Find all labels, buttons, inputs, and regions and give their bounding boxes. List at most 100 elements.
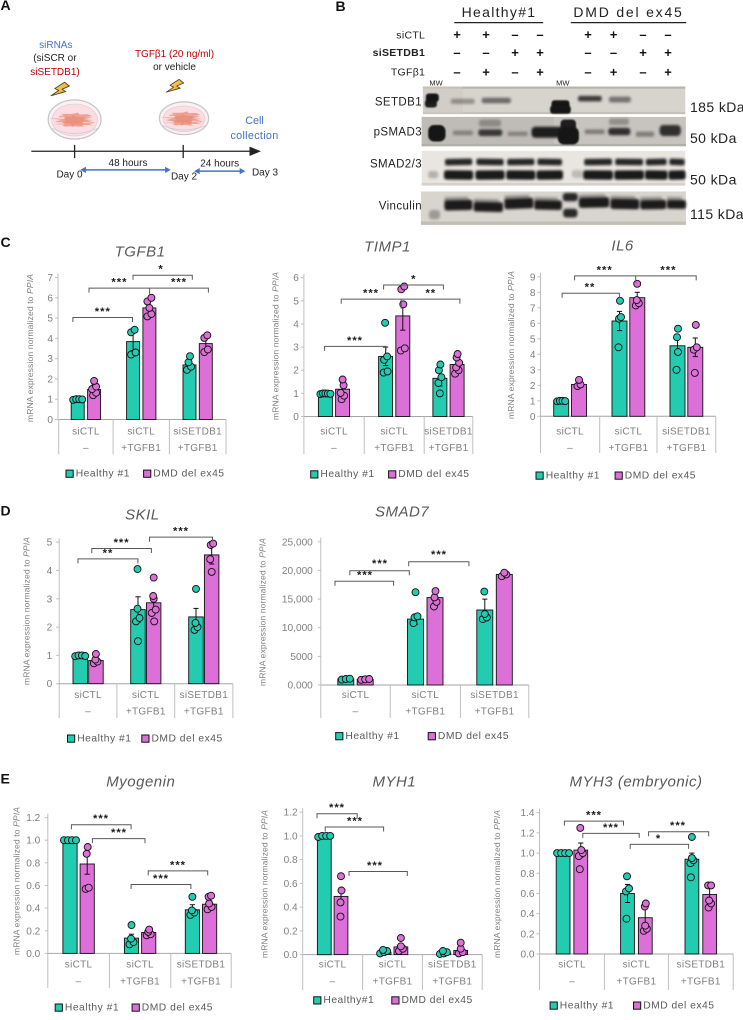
- svg-text:siCTL: siCTL: [126, 960, 154, 971]
- svg-text:2: 2: [530, 381, 536, 392]
- svg-text:siCTL: siCTL: [127, 427, 155, 438]
- svg-text:+TGFB1: +TGFB1: [126, 707, 166, 718]
- svg-text:DMD del ex45: DMD del ex45: [153, 469, 224, 480]
- svg-text:*: *: [411, 273, 416, 285]
- svg-text:Healthy #1: Healthy #1: [546, 470, 600, 481]
- svg-text:D: D: [1, 503, 11, 519]
- svg-text:+TGFB1: +TGFB1: [178, 443, 218, 454]
- svg-text:TGFB1: TGFB1: [115, 244, 166, 261]
- svg-text:Healthy #1: Healthy #1: [76, 469, 130, 480]
- svg-text:0.8: 0.8: [26, 858, 40, 869]
- svg-text:0.4: 0.4: [520, 909, 534, 920]
- svg-text:siSETDB1: siSETDB1: [373, 47, 426, 59]
- svg-text:siSETDB1: siSETDB1: [424, 427, 473, 438]
- svg-text:–: –: [584, 65, 591, 80]
- svg-text:***: ***: [95, 306, 111, 318]
- svg-text:–: –: [536, 27, 543, 42]
- svg-text:Day 2: Day 2: [171, 172, 198, 183]
- svg-text:1: 1: [47, 651, 53, 662]
- svg-text:+TGFB1: +TGFB1: [666, 443, 706, 454]
- svg-text:***: ***: [170, 859, 186, 871]
- svg-text:5: 5: [530, 334, 536, 345]
- svg-text:–: –: [453, 65, 460, 80]
- svg-text:50 kDa: 50 kDa: [690, 130, 737, 146]
- svg-text:1.0: 1.0: [284, 831, 298, 842]
- svg-text:+: +: [536, 65, 544, 80]
- svg-text:1.0: 1.0: [26, 836, 40, 847]
- svg-text:0.6: 0.6: [26, 881, 40, 892]
- svg-text:–: –: [482, 45, 489, 60]
- svg-text:TIMP1: TIMP1: [364, 239, 411, 256]
- svg-text:siCTL: siCTL: [411, 690, 439, 701]
- svg-text:A: A: [1, 0, 11, 13]
- svg-text:+TGFB1: +TGFB1: [432, 977, 472, 988]
- svg-text:+: +: [511, 45, 519, 60]
- svg-text:+TGFB1: +TGFB1: [374, 443, 414, 454]
- svg-text:***: ***: [660, 264, 676, 276]
- svg-text:siSETDB1: siSETDB1: [177, 960, 226, 971]
- svg-text:mRNA expression normalized to: mRNA expression normalized to PPIA: [260, 810, 270, 958]
- svg-text:siCTL: siCTL: [379, 960, 407, 971]
- svg-text:mRNA expression normalized to: mRNA expression normalized to PPIA: [271, 272, 281, 420]
- svg-text:1: 1: [530, 396, 536, 407]
- svg-text:–: –: [453, 45, 460, 60]
- svg-text:6: 6: [47, 293, 53, 304]
- svg-text:Vinculin: Vinculin: [379, 201, 422, 213]
- svg-text:Healthy #1: Healthy #1: [65, 1002, 119, 1013]
- svg-text:185 kDa: 185 kDa: [690, 99, 743, 115]
- svg-text:0.8: 0.8: [520, 869, 534, 880]
- svg-text:50 kDa: 50 kDa: [690, 172, 737, 188]
- svg-text:(siSCR or: (siSCR or: [33, 53, 77, 64]
- svg-text:**: **: [103, 547, 114, 559]
- svg-text:***: ***: [347, 335, 363, 347]
- svg-text:+TGFB1: +TGFB1: [475, 707, 515, 718]
- svg-text:0.6: 0.6: [284, 879, 298, 890]
- svg-text:Healthy #1: Healthy #1: [560, 1000, 614, 1011]
- svg-text:***: ***: [603, 822, 619, 834]
- svg-text:siCTL: siCTL: [396, 30, 425, 42]
- svg-text:siCTL: siCTL: [342, 690, 370, 701]
- svg-text:–: –: [330, 977, 336, 988]
- svg-text:siSETDB1: siSETDB1: [662, 427, 711, 438]
- svg-text:+: +: [453, 27, 461, 42]
- svg-text:5: 5: [293, 296, 299, 307]
- svg-text:4: 4: [530, 350, 536, 361]
- svg-text:0.8: 0.8: [284, 855, 298, 866]
- svg-text:0.4: 0.4: [284, 903, 298, 914]
- svg-text:0.0: 0.0: [26, 949, 40, 960]
- svg-text:4: 4: [293, 320, 299, 331]
- svg-text:5: 5: [47, 314, 53, 325]
- svg-text:+TGFB1: +TGFB1: [405, 707, 445, 718]
- svg-text:MW: MW: [556, 79, 570, 88]
- svg-text:+: +: [482, 27, 490, 42]
- svg-text:B: B: [336, 0, 346, 14]
- svg-text:***: ***: [173, 526, 189, 538]
- svg-text:DMD del ex45: DMD del ex45: [398, 469, 469, 480]
- svg-text:siSETDB1: siSETDB1: [677, 960, 726, 971]
- svg-text:siSETDB1): siSETDB1): [30, 67, 79, 78]
- svg-text:Day 0: Day 0: [56, 170, 83, 181]
- svg-text:0.2: 0.2: [26, 926, 40, 937]
- svg-text:+: +: [584, 27, 592, 42]
- svg-text:2: 2: [47, 374, 53, 385]
- svg-text:***: ***: [171, 277, 187, 289]
- svg-text:7: 7: [530, 303, 536, 314]
- svg-text:+TGFB1: +TGFB1: [120, 977, 160, 988]
- svg-text:5: 5: [47, 538, 53, 549]
- svg-text:0: 0: [530, 412, 536, 423]
- svg-text:9: 9: [530, 272, 536, 283]
- svg-text:DMD del ex45: DMD del ex45: [573, 4, 683, 20]
- svg-text:***: ***: [363, 288, 379, 300]
- svg-text:Healthy #1: Healthy #1: [320, 469, 374, 480]
- svg-text:siCTL: siCTL: [65, 960, 93, 971]
- svg-text:Healthy #1: Healthy #1: [77, 733, 131, 744]
- svg-text:Cell: Cell: [245, 115, 264, 127]
- svg-text:siSETDB1: siSETDB1: [180, 690, 229, 701]
- svg-text:Healthy#1: Healthy#1: [323, 995, 374, 1006]
- svg-text:–: –: [639, 65, 646, 80]
- svg-text:6: 6: [293, 273, 299, 284]
- svg-text:3: 3: [530, 365, 536, 376]
- svg-text:siSETDB1: siSETDB1: [428, 960, 477, 971]
- svg-text:***: ***: [597, 264, 613, 276]
- svg-text:siCTL: siCTL: [623, 960, 651, 971]
